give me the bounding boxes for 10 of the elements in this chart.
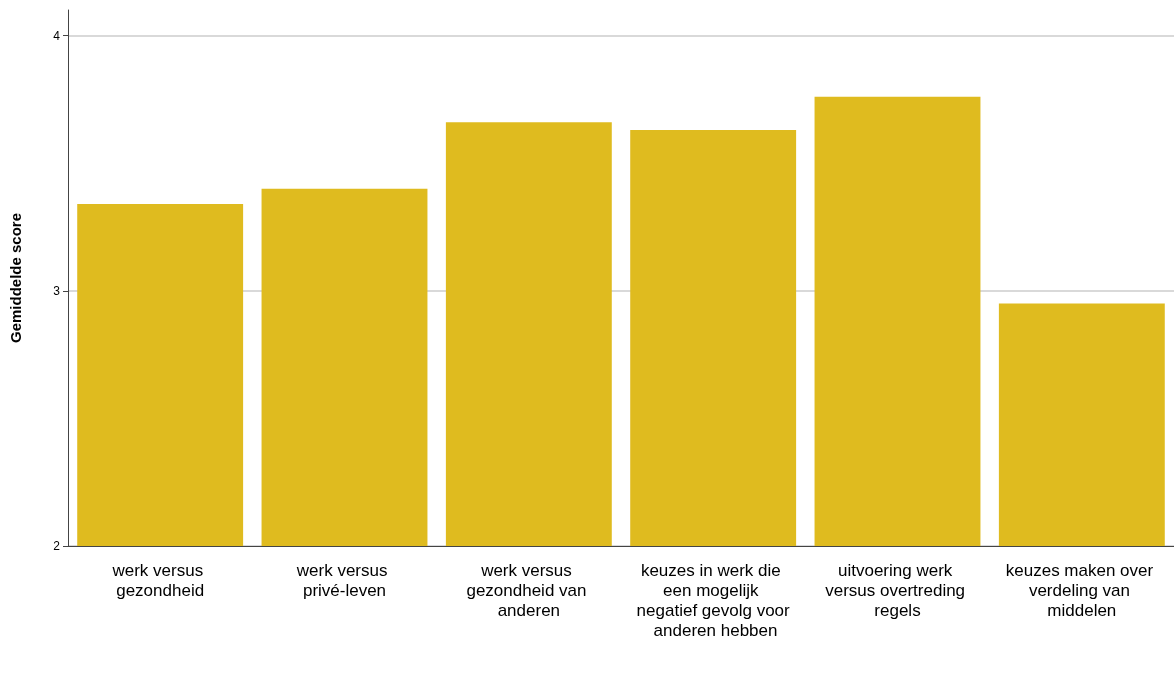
y-tick-label: 2 [53,539,61,553]
x-tick-label: keuzes maken over verdeling van middelen [1005,560,1158,620]
y-tick-label: 3 [53,283,61,298]
x-tick-label: uitvoering werk versus overtreding regels [825,560,970,620]
y-axis-title: Gemiddelde score [7,212,24,344]
x-tick-label: werk versus gezondheid van anderen [466,560,592,620]
x-tick-label: werk versus privé-leven [295,560,393,600]
y-tick-label: 4 [53,28,61,43]
x-tick-label: keuzes in werk die een mogelijk negatief gevolg voor anderen hebben [636,560,791,640]
x-tick-label: werk versus gezondheid [111,560,208,600]
